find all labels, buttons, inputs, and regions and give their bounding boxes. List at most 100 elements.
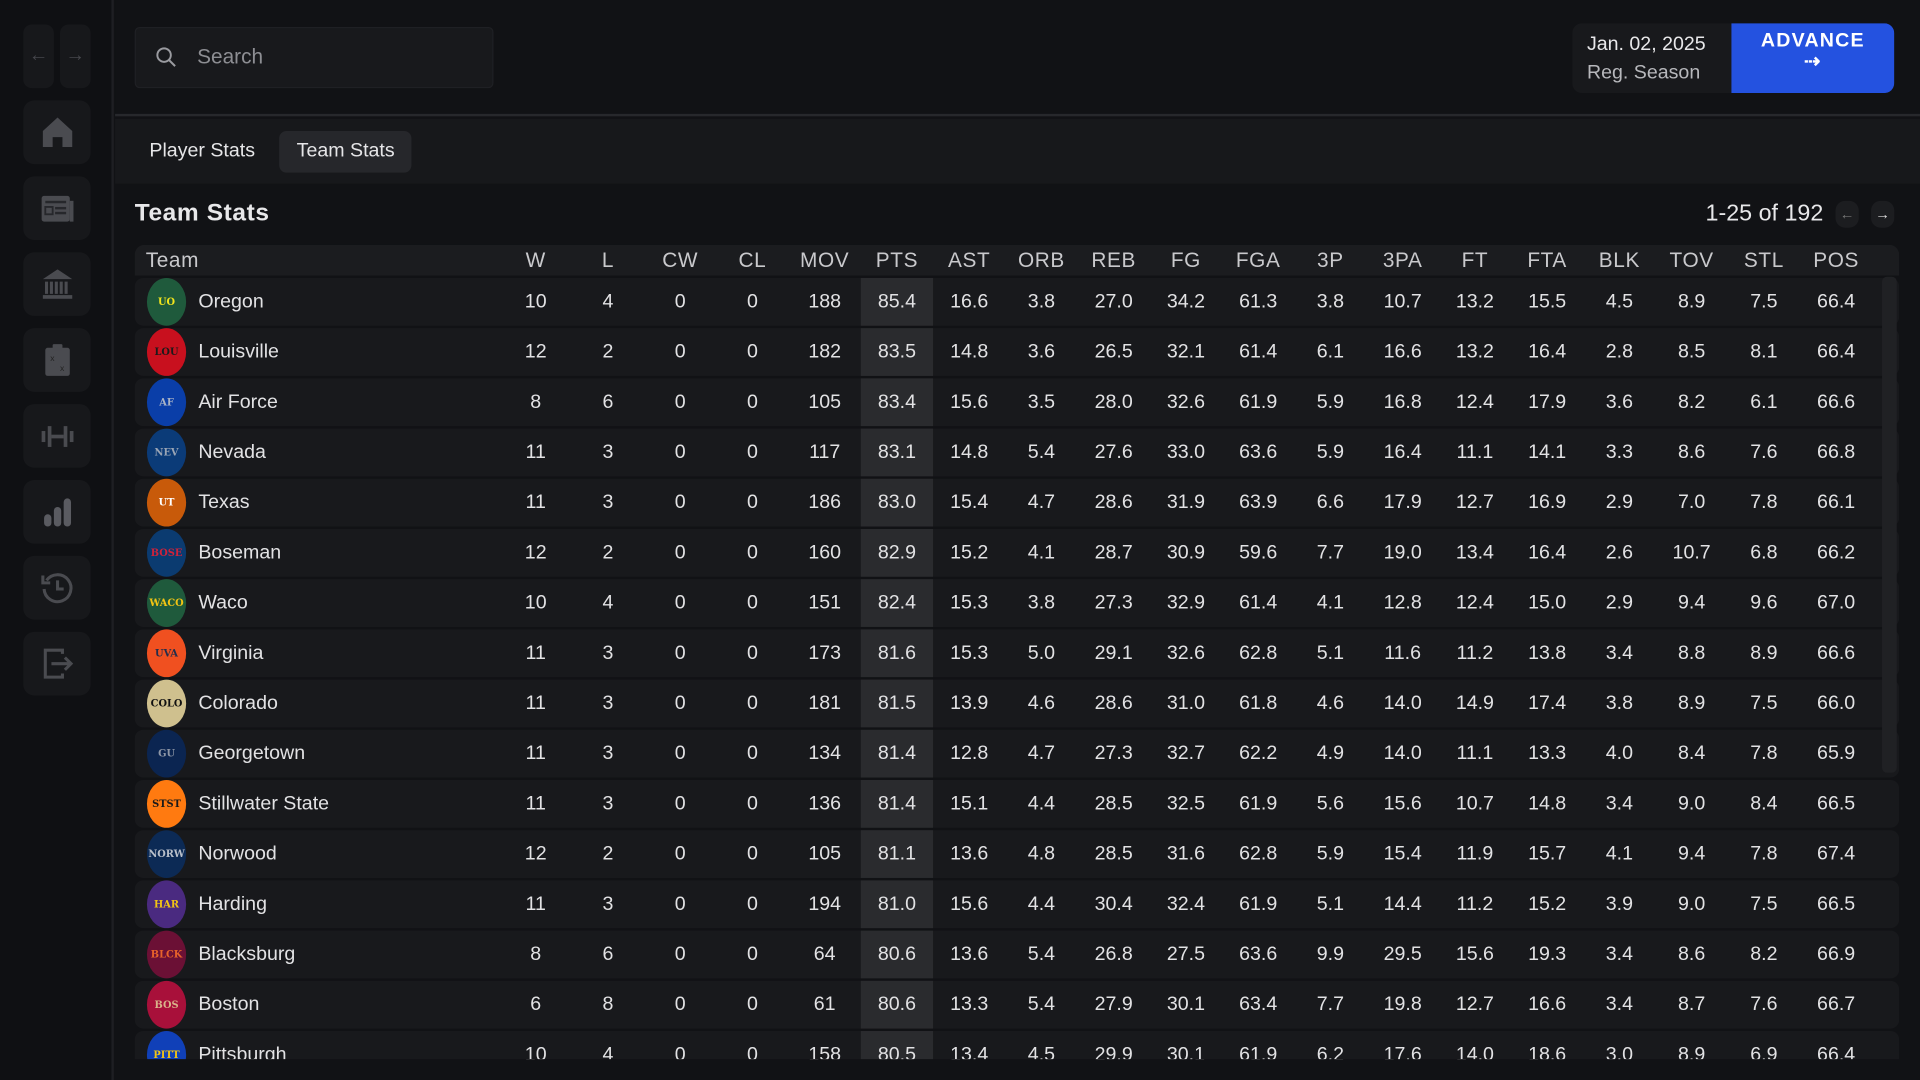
column-header-l[interactable]: L [601,247,615,272]
stat-mov: 194 [808,893,842,915]
table-row[interactable]: HAR Harding 11 3 0 0 194 81.0 15.6 4.4 30.4 32.4 61.… [134,880,1900,929]
team-cell[interactable]: HAR Harding [135,880,500,929]
tab-player-stats[interactable]: Player Stats [149,140,256,162]
team-cell[interactable]: GU Georgetown [135,729,500,778]
team-cell[interactable]: BOSE Boseman [135,528,500,577]
table-row[interactable]: AF Air Force 8 6 0 0 105 83.4 15.6 3.5 28.0 32.6 61.… [134,378,1900,427]
team-cell[interactable]: STST Stillwater State [135,780,500,828]
stat-l: 4 [602,592,614,614]
table-row[interactable]: UVA Virginia 11 3 0 0 173 81.6 15.3 5.0 29.1 32.6 62… [134,629,1900,678]
column-header-team[interactable]: Team [145,247,200,272]
team-cell[interactable]: COLO Colorado [135,679,500,728]
sidebar-item-exit[interactable] [23,631,91,696]
table-row[interactable]: BLCK Blacksburg 8 6 0 0 64 80.6 13.6 5.4 26.8 27.5 6… [134,930,1900,979]
stat-pts: 83.1 [860,428,934,477]
table-row[interactable]: STST Stillwater State 11 3 0 0 136 81.4 15.1 4.4 2… [134,780,1900,828]
column-header-fta[interactable]: FTA [1527,247,1567,272]
sidebar-item-stats[interactable] [23,480,91,544]
table-row[interactable]: NORW Norwood 12 2 0 0 105 81.1 13.6 4.8 28.5 31.6 62… [134,830,1900,878]
column-header-3p[interactable]: 3P [1317,247,1344,272]
sidebar-item-news[interactable] [23,176,91,241]
stat-3pa: 11.6 [1384,642,1421,664]
team-cell[interactable]: UVA Virginia [135,629,500,678]
stat-cw: 0 [674,592,686,614]
stat-3p: 4.9 [1316,743,1345,765]
stat-w: 8 [530,944,542,965]
stat-reb: 27.3 [1094,592,1133,614]
forward-button[interactable]: → [60,24,91,89]
team-cell[interactable]: AF Air Force [135,378,500,427]
column-header-orb[interactable]: ORB [1017,247,1065,272]
team-cell[interactable]: NORW Norwood [135,830,500,878]
team-cell[interactable]: BOS Boston [135,980,500,1029]
stat-3pa: 15.6 [1383,793,1422,815]
tab-team-stats[interactable]: Team Stats [279,130,412,173]
stat-tov: 10.7 [1672,542,1711,564]
column-header-stl[interactable]: STL [1743,247,1784,272]
column-header-tov[interactable]: TOV [1669,247,1714,272]
column-header-ft[interactable]: FT [1461,247,1489,272]
prev-page-button[interactable]: ← [1835,200,1859,228]
advance-button[interactable]: ADVANCE ⇢ [1731,23,1895,94]
column-header-reb[interactable]: REB [1091,247,1137,272]
team-cell[interactable]: UO Oregon [135,277,500,326]
team-cell[interactable]: LOU Louisville [135,328,500,376]
column-header-cl[interactable]: CL [738,247,767,272]
table-row[interactable]: GU Georgetown 11 3 0 0 134 81.4 12.8 4.7 27.3 32.7 6… [134,729,1900,778]
table-row[interactable]: NEV Nevada 11 3 0 0 117 83.1 14.8 5.4 27.6 33.0 63.6… [134,428,1900,477]
team-cell[interactable]: PITT Pittsburgh [135,1031,500,1060]
stat-3p: 7.7 [1316,542,1345,564]
table-row[interactable]: PITT Pittsburgh 10 4 0 0 158 80.5 13.4 4.5 29.9 30.… [134,1031,1900,1060]
stat-fg: 32.4 [1166,893,1205,915]
stat-cl: 0 [746,944,758,965]
sidebar-item-training[interactable] [23,404,91,468]
search-input[interactable]: Search [134,26,494,89]
search-placeholder: Search [197,45,264,69]
stat-mov: 61 [813,994,836,1016]
stat-cl: 0 [746,341,758,363]
column-header-3pa[interactable]: 3PA [1382,247,1423,272]
page-title: Team Stats [134,199,270,227]
stat-ast: 15.3 [950,642,989,664]
sidebar-item-institution[interactable] [23,252,91,316]
team-cell[interactable]: WACO Waco [135,579,500,627]
table-row[interactable]: UT Texas 11 3 0 0 186 83.0 15.4 4.7 28.6 31.9 63.9 6.… [134,478,1900,527]
stat-w: 11 [525,642,546,664]
column-header-pos[interactable]: POS [1813,247,1860,272]
stat-3p: 4.1 [1316,592,1345,614]
column-header-w[interactable]: W [525,247,546,272]
column-header-cw[interactable]: CW [662,247,699,272]
column-header-blk[interactable]: BLK [1598,247,1640,272]
table-scrollbar[interactable] [1882,276,1897,773]
sidebar-item-home[interactable] [23,100,91,165]
table-row[interactable]: BOS Boston 6 8 0 0 61 80.6 13.3 5.4 27.9 30.1 63.4 7.… [134,980,1900,1029]
stat-mov: 105 [808,843,842,865]
table-row[interactable]: COLO Colorado 11 3 0 0 181 81.5 13.9 4.6 28.6 31.0 6… [134,679,1900,728]
team-cell[interactable]: BLCK Blacksburg [135,930,500,979]
stat-w: 11 [525,693,546,714]
stat-fta: 16.6 [1528,994,1567,1016]
column-header-ast[interactable]: AST [948,247,991,272]
sidebar-item-history[interactable] [23,555,91,620]
next-page-button[interactable]: → [1871,200,1895,228]
table-row[interactable]: WACO Waco 10 4 0 0 151 82.4 15.3 3.8 27.3 32.9 61.4 4… [134,579,1900,627]
column-header-pts[interactable]: PTS [875,247,919,272]
table-row[interactable]: BOSE Boseman 12 2 0 0 160 82.9 15.2 4.1 28.7 30.9 59… [134,528,1900,577]
stat-blk: 3.4 [1605,793,1634,815]
team-cell[interactable]: NEV Nevada [135,428,500,477]
table-row[interactable]: UO Oregon 10 4 0 0 188 85.4 16.6 3.8 27.0 34.2 61.3 3… [134,277,1900,326]
stat-orb: 4.7 [1027,492,1056,514]
stat-stl: 8.4 [1750,793,1778,815]
stat-reb: 27.6 [1094,442,1133,463]
back-button[interactable]: ← [23,24,54,89]
stat-pts: 82.9 [860,528,934,577]
column-header-mov[interactable]: MOV [800,247,850,272]
stat-cl: 0 [746,743,758,765]
column-header-fga[interactable]: FGA [1235,247,1281,272]
team-cell[interactable]: UT Texas [135,478,500,527]
table-row[interactable]: LOU Louisville 12 2 0 0 182 83.5 14.8 3.6 26.5 32.1… [134,328,1900,376]
stat-ast: 13.3 [950,994,989,1016]
column-header-fg[interactable]: FG [1170,247,1201,272]
